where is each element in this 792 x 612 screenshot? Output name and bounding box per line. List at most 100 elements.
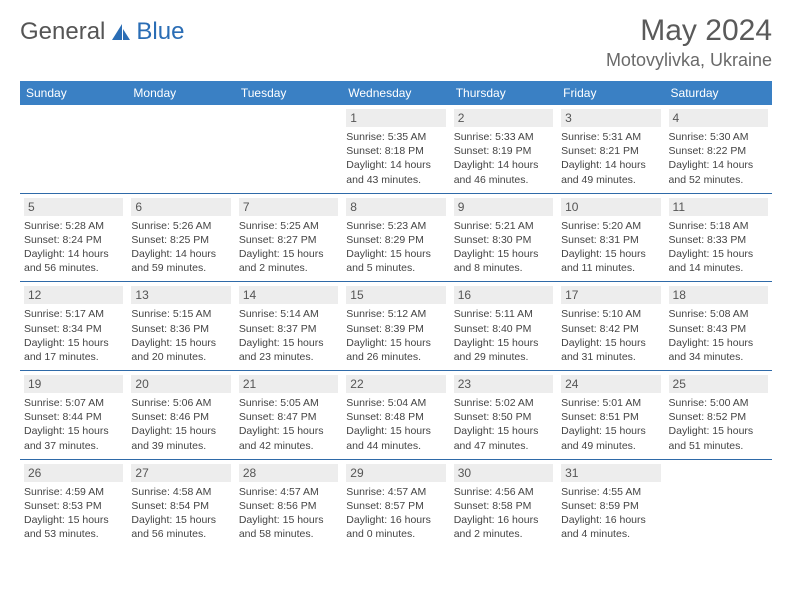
day-number: 18 <box>669 286 768 304</box>
day-number: 23 <box>454 375 553 393</box>
logo-text-2: Blue <box>136 18 184 46</box>
day-info: Sunrise: 5:06 AMSunset: 8:46 PMDaylight:… <box>131 396 230 453</box>
empty-cell <box>127 105 234 193</box>
day-info: Sunrise: 5:35 AMSunset: 8:18 PMDaylight:… <box>346 130 445 187</box>
day-number: 14 <box>239 286 338 304</box>
day-info: Sunrise: 5:11 AMSunset: 8:40 PMDaylight:… <box>454 307 553 364</box>
day-number: 9 <box>454 198 553 216</box>
weekday-header: Friday <box>557 81 664 105</box>
day-number: 28 <box>239 464 338 482</box>
day-number: 16 <box>454 286 553 304</box>
week-row: 12Sunrise: 5:17 AMSunset: 8:34 PMDayligh… <box>20 282 772 371</box>
day-number: 15 <box>346 286 445 304</box>
day-info: Sunrise: 5:20 AMSunset: 8:31 PMDaylight:… <box>561 219 660 276</box>
day-cell: 20 Sunrise: 5:06 AMSunset: 8:46 PMDayligh… <box>127 371 234 460</box>
day-number: 24 <box>561 375 660 393</box>
day-cell: 6 Sunrise: 5:26 AMSunset: 8:25 PMDaylight… <box>127 193 234 282</box>
day-number: 29 <box>346 464 445 482</box>
day-cell: 31Sunrise: 4:55 AMSunset: 8:59 PMDayligh… <box>557 459 664 547</box>
day-cell: 29 Sunrise: 4:57 AMSunset: 8:57 PMDayligh… <box>342 459 449 547</box>
day-cell: 5 Sunrise: 5:28 AMSunset: 8:24 PMDaylight… <box>20 193 127 282</box>
day-cell: 19 Sunrise: 5:07 AMSunset: 8:44 PMDayligh… <box>20 371 127 460</box>
day-cell: 11 Sunrise: 5:18 AMSunset: 8:33 PMDayligh… <box>665 193 772 282</box>
day-cell: 27 Sunrise: 4:58 AMSunset: 8:54 PMDayligh… <box>127 459 234 547</box>
day-number: 22 <box>346 375 445 393</box>
day-cell: 3 Sunrise: 5:31 AMSunset: 8:21 PMDaylight… <box>557 105 664 193</box>
day-number: 27 <box>131 464 230 482</box>
day-cell: 30 Sunrise: 4:56 AMSunset: 8:58 PMDayligh… <box>450 459 557 547</box>
day-info: Sunrise: 4:57 AMSunset: 8:57 PMDaylight:… <box>346 485 445 542</box>
day-cell: 28Sunrise: 4:57 AMSunset: 8:56 PMDayligh… <box>235 459 342 547</box>
day-cell: 2Sunrise: 5:33 AMSunset: 8:19 PMDaylight… <box>450 105 557 193</box>
day-info: Sunrise: 5:26 AMSunset: 8:25 PMDaylight:… <box>131 219 230 276</box>
day-info: Sunrise: 5:31 AMSunset: 8:21 PMDaylight:… <box>561 130 660 187</box>
weekday-header: Saturday <box>665 81 772 105</box>
weekday-header-row: SundayMondayTuesdayWednesdayThursdayFrid… <box>20 81 772 105</box>
empty-cell <box>665 459 772 547</box>
day-info: Sunrise: 4:56 AMSunset: 8:58 PMDaylight:… <box>454 485 553 542</box>
week-row: 19 Sunrise: 5:07 AMSunset: 8:44 PMDayligh… <box>20 371 772 460</box>
day-cell: 13 Sunrise: 5:15 AMSunset: 8:36 PMDayligh… <box>127 282 234 371</box>
day-number: 10 <box>561 198 660 216</box>
day-info: Sunrise: 5:18 AMSunset: 8:33 PMDaylight:… <box>669 219 768 276</box>
day-cell: 9 Sunrise: 5:21 AMSunset: 8:30 PMDaylight… <box>450 193 557 282</box>
calendar-table: SundayMondayTuesdayWednesdayThursdayFrid… <box>20 81 772 547</box>
weekday-header: Sunday <box>20 81 127 105</box>
day-cell: 7Sunrise: 5:25 AMSunset: 8:27 PMDaylight… <box>235 193 342 282</box>
day-info: Sunrise: 5:23 AMSunset: 8:29 PMDaylight:… <box>346 219 445 276</box>
day-cell: 26Sunrise: 4:59 AMSunset: 8:53 PMDayligh… <box>20 459 127 547</box>
day-info: Sunrise: 5:28 AMSunset: 8:24 PMDaylight:… <box>24 219 123 276</box>
logo-text-1: General <box>20 18 105 46</box>
week-row: 1Sunrise: 5:35 AMSunset: 8:18 PMDaylight… <box>20 105 772 193</box>
day-cell: 22 Sunrise: 5:04 AMSunset: 8:48 PMDayligh… <box>342 371 449 460</box>
day-cell: 17Sunrise: 5:10 AMSunset: 8:42 PMDayligh… <box>557 282 664 371</box>
day-info: Sunrise: 5:21 AMSunset: 8:30 PMDaylight:… <box>454 219 553 276</box>
brand-logo: General Blue <box>20 14 184 46</box>
day-info: Sunrise: 5:12 AMSunset: 8:39 PMDaylight:… <box>346 307 445 364</box>
week-row: 26Sunrise: 4:59 AMSunset: 8:53 PMDayligh… <box>20 459 772 547</box>
location: Motovylivka, Ukraine <box>606 50 772 71</box>
day-cell: 12Sunrise: 5:17 AMSunset: 8:34 PMDayligh… <box>20 282 127 371</box>
day-info: Sunrise: 4:58 AMSunset: 8:54 PMDaylight:… <box>131 485 230 542</box>
day-cell: 23 Sunrise: 5:02 AMSunset: 8:50 PMDayligh… <box>450 371 557 460</box>
day-number: 21 <box>239 375 338 393</box>
day-info: Sunrise: 5:25 AMSunset: 8:27 PMDaylight:… <box>239 219 338 276</box>
day-number: 11 <box>669 198 768 216</box>
day-cell: 14Sunrise: 5:14 AMSunset: 8:37 PMDayligh… <box>235 282 342 371</box>
weekday-header: Thursday <box>450 81 557 105</box>
day-info: Sunrise: 5:01 AMSunset: 8:51 PMDaylight:… <box>561 396 660 453</box>
day-number: 5 <box>24 198 123 216</box>
day-info: Sunrise: 5:02 AMSunset: 8:50 PMDaylight:… <box>454 396 553 453</box>
day-number: 20 <box>131 375 230 393</box>
day-info: Sunrise: 5:30 AMSunset: 8:22 PMDaylight:… <box>669 130 768 187</box>
day-cell: 4 Sunrise: 5:30 AMSunset: 8:22 PMDaylight… <box>665 105 772 193</box>
day-info: Sunrise: 5:33 AMSunset: 8:19 PMDaylight:… <box>454 130 553 187</box>
weekday-header: Monday <box>127 81 234 105</box>
day-number: 30 <box>454 464 553 482</box>
day-info: Sunrise: 4:55 AMSunset: 8:59 PMDaylight:… <box>561 485 660 542</box>
day-number: 19 <box>24 375 123 393</box>
calendar-body: 1Sunrise: 5:35 AMSunset: 8:18 PMDaylight… <box>20 105 772 547</box>
day-cell: 8 Sunrise: 5:23 AMSunset: 8:29 PMDaylight… <box>342 193 449 282</box>
day-number: 4 <box>669 109 768 127</box>
day-cell: 25Sunrise: 5:00 AMSunset: 8:52 PMDayligh… <box>665 371 772 460</box>
day-info: Sunrise: 5:05 AMSunset: 8:47 PMDaylight:… <box>239 396 338 453</box>
title-block: May 2024 Motovylivka, Ukraine <box>606 14 772 71</box>
day-cell: 10 Sunrise: 5:20 AMSunset: 8:31 PMDayligh… <box>557 193 664 282</box>
day-number: 26 <box>24 464 123 482</box>
day-info: Sunrise: 5:08 AMSunset: 8:43 PMDaylight:… <box>669 307 768 364</box>
day-info: Sunrise: 5:07 AMSunset: 8:44 PMDaylight:… <box>24 396 123 453</box>
day-info: Sunrise: 5:15 AMSunset: 8:36 PMDaylight:… <box>131 307 230 364</box>
day-number: 3 <box>561 109 660 127</box>
day-number: 8 <box>346 198 445 216</box>
day-info: Sunrise: 5:04 AMSunset: 8:48 PMDaylight:… <box>346 396 445 453</box>
day-number: 25 <box>669 375 768 393</box>
weekday-header: Tuesday <box>235 81 342 105</box>
day-cell: 21 Sunrise: 5:05 AMSunset: 8:47 PMDayligh… <box>235 371 342 460</box>
day-cell: 18 Sunrise: 5:08 AMSunset: 8:43 PMDayligh… <box>665 282 772 371</box>
day-number: 13 <box>131 286 230 304</box>
calendar-page: General Blue May 2024 Motovylivka, Ukrai… <box>0 0 792 547</box>
week-row: 5 Sunrise: 5:28 AMSunset: 8:24 PMDaylight… <box>20 193 772 282</box>
day-number: 6 <box>131 198 230 216</box>
day-cell: 15 Sunrise: 5:12 AMSunset: 8:39 PMDayligh… <box>342 282 449 371</box>
